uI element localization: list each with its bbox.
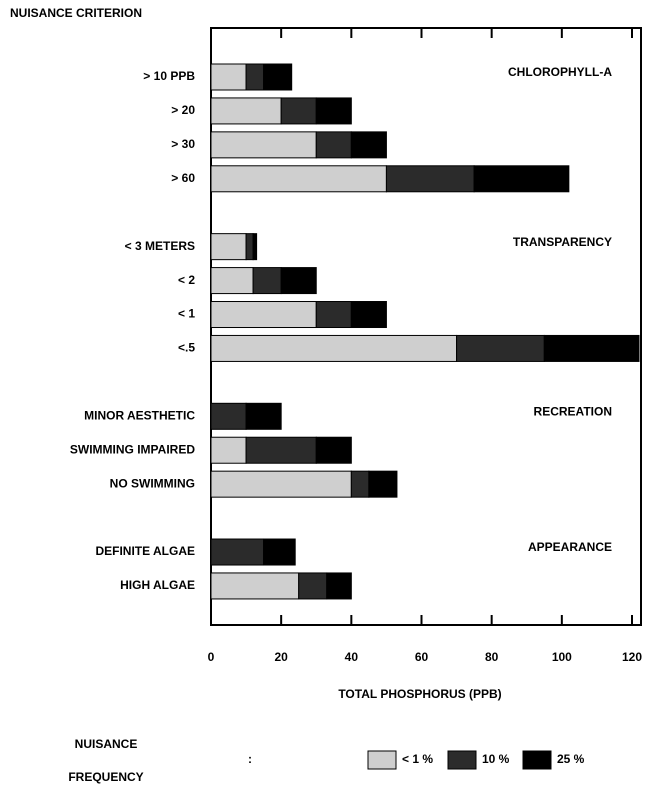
legend-separator: : [248, 752, 252, 766]
y-tick-label: NO SWIMMING [110, 476, 195, 490]
y-tick-label: < 2 [178, 273, 195, 287]
bar-segment [326, 572, 352, 600]
x-tick-label: 120 [622, 650, 642, 664]
bar-segment [350, 470, 370, 498]
legend-label: < 1 % [402, 752, 433, 766]
y-tick-label: > 60 [171, 171, 195, 185]
y-tick-label: > 30 [171, 137, 195, 151]
y-tick-label: HIGH ALGAE [120, 578, 195, 592]
bar-segment [210, 538, 265, 566]
bar-segment [252, 267, 282, 295]
y-tick-label: > 20 [171, 103, 195, 117]
group-label: TRANSPARENCY [513, 235, 612, 249]
legend-label: 25 % [557, 752, 585, 766]
x-tick-label: 20 [274, 650, 288, 664]
bar-segment [210, 233, 247, 261]
group-label: CHLOROPHYLL-A [508, 65, 612, 79]
bar-segment [210, 97, 282, 125]
group-label: APPEARANCE [528, 540, 612, 554]
x-tick-label: 40 [345, 650, 359, 664]
bar-segment [456, 334, 545, 362]
bar-segment [210, 301, 317, 329]
bar-segment [280, 267, 317, 295]
bar-segment [263, 538, 296, 566]
y-tick-label: SWIMMING IMPAIRED [70, 442, 195, 456]
bar-segment [245, 63, 265, 91]
bar-segment [315, 301, 352, 329]
legend-title: FREQUENCY [68, 770, 143, 784]
bar-segment [245, 402, 282, 430]
y-tick-label: < 1 [178, 307, 195, 321]
bar-segment [315, 131, 352, 159]
x-tick-label: 100 [552, 650, 572, 664]
bar-segment [543, 334, 640, 362]
bar-segment [298, 572, 328, 600]
bar-segment [315, 436, 352, 464]
bar-segment [245, 436, 317, 464]
bar-segment [252, 233, 258, 261]
bar-segment [245, 233, 254, 261]
bar-segment [210, 436, 247, 464]
y-tick-label: DEFINITE ALGAE [95, 544, 195, 558]
bar-segment [210, 470, 352, 498]
y-tick-label: MINOR AESTHETIC [84, 408, 195, 422]
bar-segment [280, 97, 317, 125]
bar-segment [315, 97, 352, 125]
bar-segment [210, 131, 317, 159]
bar-segment [210, 572, 300, 600]
y-tick-label: < 3 METERS [125, 239, 195, 253]
bar-segment [210, 63, 247, 91]
bar-segment [368, 470, 398, 498]
bar-segment [385, 165, 475, 193]
legend-swatch [522, 750, 552, 770]
legend-title: NUISANCE [75, 737, 138, 751]
x-axis-label: TOTAL PHOSPHORUS (PPB) [338, 687, 501, 701]
chart-title: NUISANCE CRITERION [10, 6, 142, 20]
bar-segment [350, 301, 387, 329]
bar-segment [210, 334, 458, 362]
legend-swatch [367, 750, 397, 770]
x-tick-label: 60 [415, 650, 429, 664]
bar-segment [210, 267, 254, 295]
bar-segment [263, 63, 293, 91]
legend-label: 10 % [482, 752, 510, 766]
bar-segment [473, 165, 570, 193]
group-label: RECREATION [534, 404, 612, 418]
y-tick-label: > 10 PPB [143, 69, 195, 83]
x-tick-label: 80 [485, 650, 499, 664]
legend-swatch [447, 750, 477, 770]
bar-segment [210, 165, 387, 193]
bar-segment [210, 402, 247, 430]
bar-segment [350, 131, 387, 159]
y-tick-label: <.5 [178, 341, 195, 355]
x-tick-label: 0 [208, 650, 215, 664]
